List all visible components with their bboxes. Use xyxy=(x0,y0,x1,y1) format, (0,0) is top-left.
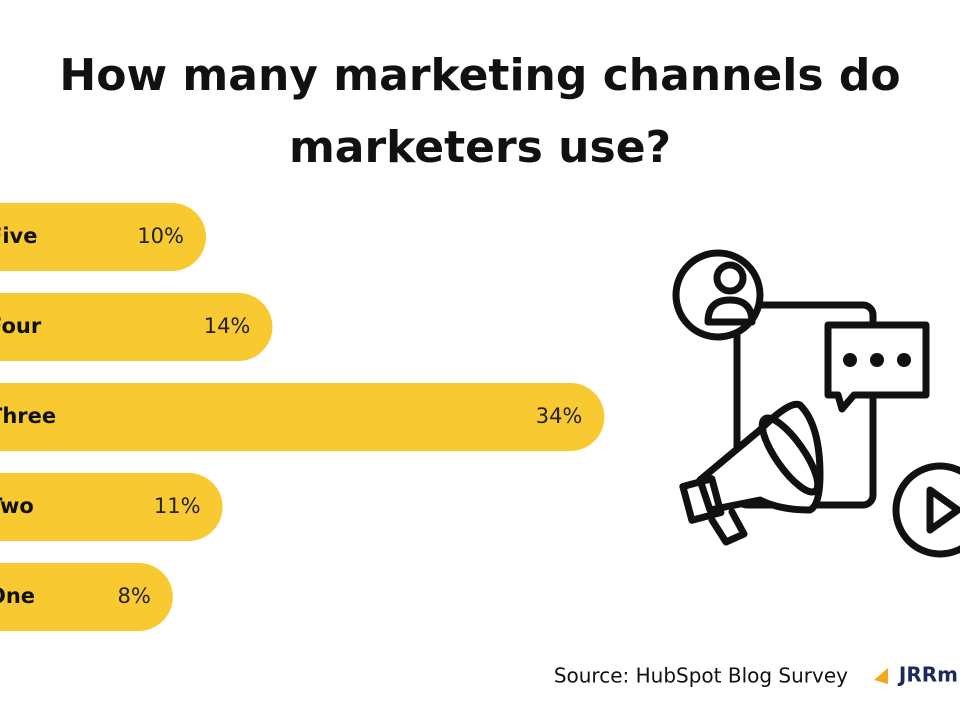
category-label: One xyxy=(0,584,35,608)
chart-title: marketers use? xyxy=(289,122,671,173)
value-label: 10% xyxy=(137,224,184,248)
megaphone-handle xyxy=(679,475,725,524)
play-triangle xyxy=(926,486,960,534)
profile-head xyxy=(713,261,747,295)
source: Source: HubSpot Blog Survey xyxy=(554,664,848,688)
category-label: Two xyxy=(0,494,34,518)
illustration xyxy=(672,249,960,558)
chat-dot xyxy=(897,353,911,367)
value-label: 8% xyxy=(117,584,150,608)
bar xyxy=(0,203,206,271)
value-label: 11% xyxy=(154,494,201,518)
megaphone-grip xyxy=(708,508,748,546)
bar xyxy=(0,383,605,451)
category-label: Four xyxy=(0,314,42,338)
chart-title: How many marketing channels do xyxy=(59,50,900,101)
megaphone-mouth xyxy=(758,414,822,496)
value-label: 14% xyxy=(204,314,251,338)
logo-mark xyxy=(874,668,888,684)
profile-body xyxy=(704,296,756,326)
bar xyxy=(0,473,223,541)
logo: JRRm xyxy=(897,663,958,687)
bar xyxy=(0,293,273,361)
chat-dot xyxy=(870,353,884,367)
category-label: Three xyxy=(0,404,56,428)
bar xyxy=(0,563,173,631)
chat-dot xyxy=(843,353,857,367)
value-label: 34% xyxy=(536,404,583,428)
category-label: Five xyxy=(0,224,37,248)
